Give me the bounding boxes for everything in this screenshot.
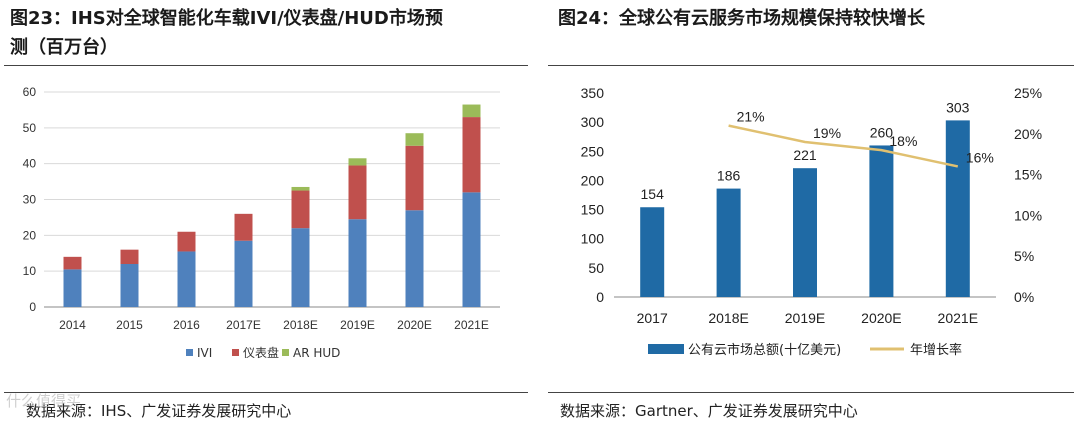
watermark: 什么值得买 <box>6 392 82 410</box>
x-tick-label: 2018E <box>283 318 318 332</box>
legend-swatch <box>186 349 193 356</box>
bar-segment <box>405 210 424 307</box>
left-top-rule <box>4 65 528 66</box>
bar-segment <box>63 269 82 307</box>
left-figure-panel: 图23：IHS对全球智能化车载IVI/仪表盘/HUD市场预 测（百万台） 0 10… <box>0 0 530 428</box>
bar-data-label: 303 <box>946 99 970 115</box>
bar <box>869 145 894 297</box>
bar <box>945 120 970 297</box>
bar-segment <box>177 251 196 307</box>
bar-data-label: 260 <box>870 124 894 140</box>
left-stacked-bar-chart: 0 10 20 30 40 50 60 2014 2015 2016 2017E 2018E 2019E… <box>23 85 500 360</box>
y-tick-label: 10 <box>23 264 37 278</box>
right-figure-title: 图24：全球公有云服务市场规模保持较快增长 <box>558 8 926 29</box>
left-y-tick-label: 0 <box>596 289 604 305</box>
left-y-tick-label: 300 <box>581 114 605 130</box>
left-source-note: 数据来源：IHS、广发证券发展研究中心 <box>26 402 292 420</box>
bar-data-label: 221 <box>793 147 817 163</box>
legend-label: IVI <box>197 346 212 360</box>
left-y-tick-label: 350 <box>581 85 605 101</box>
y-tick-label: 40 <box>23 157 37 171</box>
bar-data-label: 154 <box>641 186 665 202</box>
bar-segment <box>348 165 367 220</box>
growth-line <box>728 124 959 168</box>
bar-segment <box>120 264 139 307</box>
x-tick-label: 2017E <box>226 318 261 332</box>
legend-label: 仪表盘 <box>243 345 279 360</box>
x-tick-label: 2021E <box>454 318 489 332</box>
bar-segment <box>462 117 481 193</box>
x-tick-label: 2019E <box>340 318 375 332</box>
bar-data-label: 186 <box>717 168 741 184</box>
right-bottom-rule <box>548 392 1074 393</box>
bar <box>793 168 817 297</box>
legend-swatch-bar <box>648 344 684 354</box>
bar-segment <box>120 249 139 264</box>
bar-segment <box>234 213 253 241</box>
bar-segment <box>63 256 82 270</box>
left-figure-title: 图23：IHS对全球智能化车载IVI/仪表盘/HUD市场预 测（百万台） <box>10 4 443 62</box>
y-tick-label: 60 <box>23 85 37 99</box>
left-y-tick-label: 250 <box>581 143 605 159</box>
bar-segment <box>348 219 367 307</box>
bar-segment <box>291 228 310 307</box>
y-tick-label: 20 <box>23 228 37 242</box>
legend-swatch <box>282 349 289 356</box>
y-tick-label: 30 <box>23 193 37 207</box>
bar-segment <box>462 104 481 118</box>
right-y-tick-label: 25% <box>1014 85 1042 101</box>
legend-label-line: 年增长率 <box>910 342 962 358</box>
right-top-rule <box>548 65 1074 66</box>
x-tick-label: 2020E <box>397 318 432 332</box>
bar-segment <box>405 133 424 146</box>
right-y-tick-label: 20% <box>1014 126 1042 142</box>
legend-label-bar: 公有云市场总额(十亿美元) <box>688 342 841 358</box>
y-tick-label: 50 <box>23 121 37 135</box>
line-data-label: 16% <box>966 149 994 165</box>
bar <box>716 188 741 297</box>
line-data-label: 19% <box>813 125 841 141</box>
x-tick-label: 2021E <box>938 310 978 326</box>
right-y-tick-label: 5% <box>1014 248 1034 264</box>
right-bar-line-chart: 0 50 100 150 200 250 300 350 0% 5% 10% 15% 20% 25% 154… <box>581 85 1042 358</box>
left-y-tick-label: 50 <box>588 260 604 276</box>
bar-segment <box>291 186 310 191</box>
right-y-tick-label: 15% <box>1014 167 1042 183</box>
bar <box>640 207 665 297</box>
bar-segment <box>462 192 481 307</box>
x-tick-label: 2018E <box>708 310 748 326</box>
right-figure-panel: 图24：全球公有云服务市场规模保持较快增长 0 50 100 150 200 250 300… <box>548 0 1080 428</box>
left-y-tick-label: 150 <box>581 202 605 218</box>
line-data-label: 21% <box>737 109 765 125</box>
bar-segment <box>234 240 253 307</box>
legend-label: AR HUD <box>293 346 340 360</box>
bar-segment <box>348 158 367 166</box>
x-tick-label: 2015 <box>116 318 143 332</box>
x-tick-label: 2019E <box>785 310 825 326</box>
bar-segment <box>291 190 310 229</box>
left-y-tick-label: 100 <box>581 231 605 247</box>
left-bottom-rule <box>4 392 528 393</box>
left-title-line1: 图23：IHS对全球智能化车载IVI/仪表盘/HUD市场预 <box>10 8 443 29</box>
y-tick-label: 0 <box>29 300 36 314</box>
left-y-tick-label: 200 <box>581 172 605 188</box>
x-tick-label: 2020E <box>861 310 901 326</box>
line-data-label: 18% <box>889 133 917 149</box>
right-y-tick-label: 0% <box>1014 289 1034 305</box>
x-tick-label: 2016 <box>173 318 200 332</box>
bar-segment <box>177 231 196 252</box>
x-tick-label: 2017 <box>637 310 668 326</box>
legend-swatch <box>232 349 239 356</box>
right-y-tick-label: 10% <box>1014 207 1042 223</box>
right-source-note: 数据来源：Gartner、广发证券发展研究中心 <box>560 402 858 420</box>
x-tick-label: 2014 <box>59 318 86 332</box>
bar-segment <box>405 145 424 211</box>
left-title-line2: 测（百万台） <box>10 37 118 58</box>
